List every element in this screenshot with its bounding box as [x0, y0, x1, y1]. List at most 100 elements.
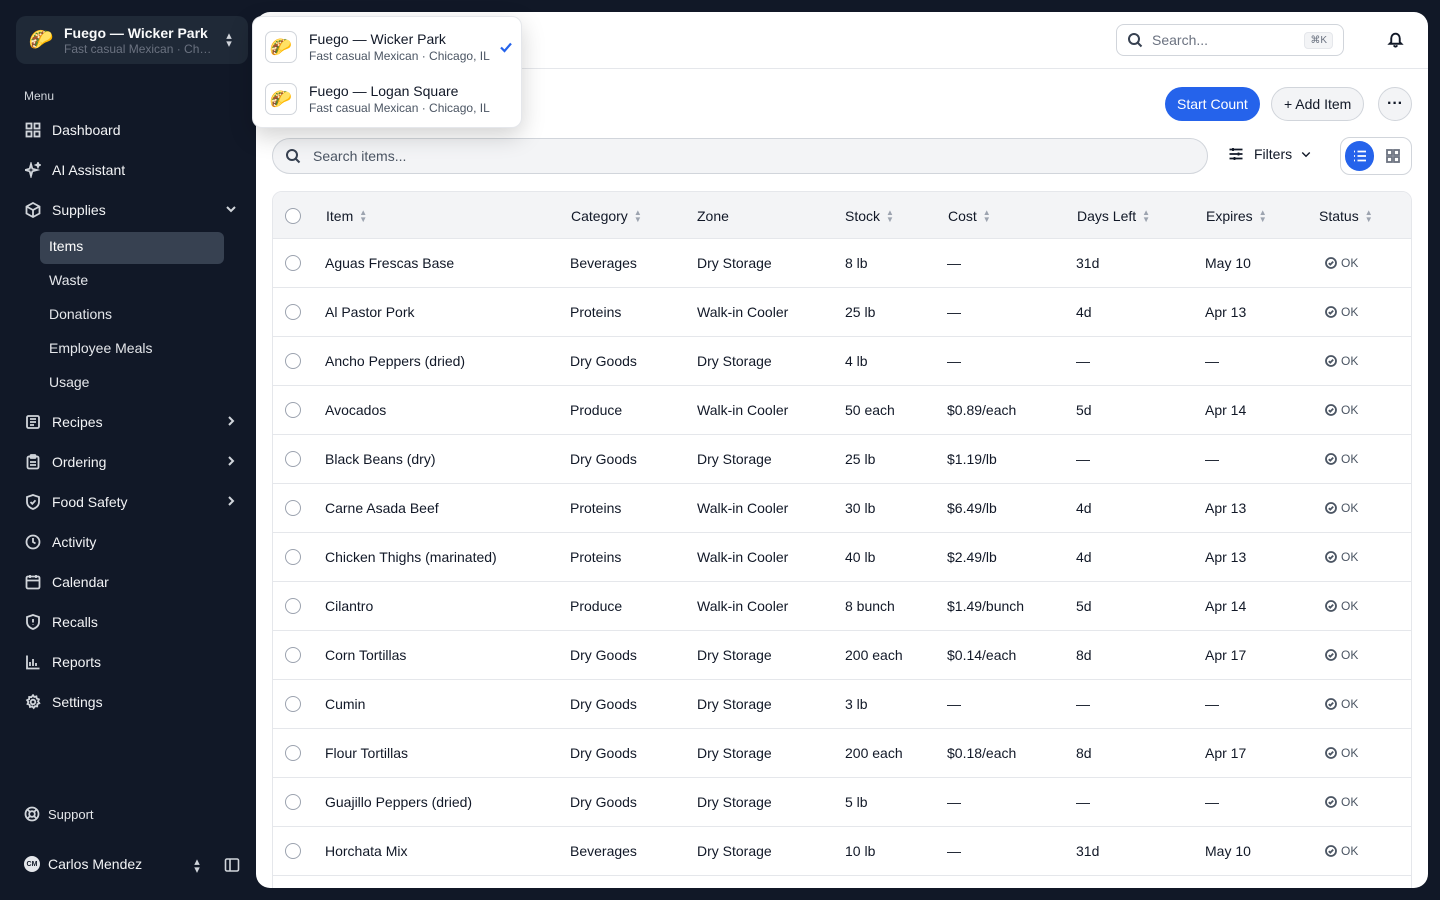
table-row[interactable]: Carne Asada Beef Proteins Walk-in Cooler 30… — [273, 484, 1411, 533]
cell-cost: — — [947, 353, 961, 369]
cell-cost: $0.14/each — [947, 647, 1017, 663]
row-select-checkbox[interactable] — [285, 533, 301, 581]
sidebar-item-recipes[interactable]: Recipes — [16, 402, 248, 442]
sidebar-item-settings[interactable]: Settings — [16, 682, 248, 722]
location-option-wicker-park[interactable]: 🌮 Fuego — Wicker Park Fast casual Mexica… — [265, 29, 513, 65]
row-select-checkbox[interactable] — [285, 729, 301, 777]
column-header-stock[interactable]: Stock ▲ ▼ — [845, 192, 894, 239]
row-select-checkbox[interactable] — [285, 435, 301, 483]
filters-button[interactable]: Filters — [1228, 146, 1312, 162]
table-row[interactable]: Corn Tortillas Dry Goods Dry Storage 200 ea… — [273, 631, 1411, 680]
table-row[interactable]: Guajillo Peppers (dried) Dry Goods Dry Sto… — [273, 778, 1411, 827]
items-table: Item ▲ ▼ Category ▲ ▼ Zone Stock ▲ ▼ Cost ▲ ▼ Da… — [272, 191, 1412, 888]
topbar: Search... ⌘K — [256, 12, 1428, 69]
user-menu[interactable]: CM Carlos Mendez ▴ ▾ — [24, 856, 244, 876]
check-circle-icon — [1325, 600, 1337, 612]
status-label: OK — [1341, 746, 1359, 760]
cell-expires: Apr 17 — [1205, 647, 1247, 663]
status-badge: OK — [1325, 386, 1358, 434]
check-circle-icon — [1325, 502, 1337, 514]
check-circle-icon — [1325, 551, 1337, 563]
row-select-checkbox[interactable] — [285, 239, 301, 287]
table-row[interactable]: Horchata Mix Beverages Dry Storage 10 lb — 31… — [273, 827, 1411, 876]
cell-category: Dry Goods — [570, 451, 637, 467]
cell-item: Guajillo Peppers (dried) — [325, 794, 473, 810]
sidebar-subitem-employee-meals[interactable]: Employee Meals — [49, 340, 153, 356]
sidebar-collapse-icon[interactable] — [224, 857, 240, 873]
org-name: Fuego — Wicker Park — [64, 24, 208, 41]
column-header-zone[interactable]: Zone — [697, 192, 729, 239]
row-select-checkbox[interactable] — [285, 484, 301, 532]
row-select-checkbox[interactable] — [285, 631, 301, 679]
column-header-item[interactable]: Item ▲ ▼ — [326, 192, 367, 239]
sidebar-item-calendar[interactable]: Calendar — [16, 562, 248, 602]
table-row[interactable]: Avocados Produce Walk-in Cooler 50 each $0.8… — [273, 386, 1411, 435]
table-row[interactable]: Ancho Peppers (dried) Dry Goods Dry Storag… — [273, 337, 1411, 386]
cell-zone: Walk-in Cooler — [697, 500, 789, 516]
shield-icon — [24, 493, 42, 511]
add-item-button[interactable]: + Add Item — [1271, 87, 1365, 121]
status-badge: OK — [1325, 631, 1358, 679]
radio-circle — [285, 745, 301, 761]
cell-days-left: — — [1076, 353, 1090, 369]
bell-icon[interactable] — [1387, 31, 1405, 49]
cell-zone: Dry Storage — [697, 843, 772, 859]
sidebar-item-reports[interactable]: Reports — [16, 642, 248, 682]
row-select-checkbox[interactable] — [285, 582, 301, 630]
table-row[interactable]: Flour Tortillas Dry Goods Dry Storage 200 e… — [273, 729, 1411, 778]
sidebar-subitem-donations[interactable]: Donations — [49, 306, 113, 322]
sidebar-subitem-usage[interactable]: Usage — [49, 374, 90, 390]
status-label: OK — [1341, 403, 1359, 417]
row-select-checkbox[interactable] — [285, 778, 301, 826]
cell-stock: 25 lb — [845, 451, 876, 467]
row-select-checkbox[interactable] — [285, 680, 301, 728]
grid-view-button[interactable] — [1378, 141, 1407, 171]
cell-expires: Apr 13 — [1205, 304, 1247, 320]
cell-zone: Dry Storage — [697, 255, 772, 271]
location-option-logan-square[interactable]: 🌮 Fuego — Logan Square Fast casual Mexic… — [265, 81, 513, 117]
row-select-checkbox[interactable] — [285, 288, 301, 336]
column-header-expires[interactable]: Expires ▲ ▼ — [1206, 192, 1267, 239]
table-row[interactable]: Chicken Thighs (marinated) Proteins Walk-i… — [273, 533, 1411, 582]
column-header-status[interactable]: Status ▲ ▼ — [1319, 192, 1373, 239]
sidebar-item-recalls[interactable]: Recalls — [16, 602, 248, 642]
column-header-category[interactable]: Category ▲ ▼ — [571, 192, 642, 239]
sidebar-item-ai-assistant[interactable]: AI Assistant — [16, 150, 248, 190]
support-link[interactable]: Support — [24, 806, 94, 822]
column-header-cost[interactable]: Cost ▲ ▼ — [948, 192, 991, 239]
sidebar-item-ordering[interactable]: Ordering — [16, 442, 248, 482]
table-row[interactable]: Cumin Dry Goods Dry Storage 3 lb — — — OK — [273, 680, 1411, 729]
sidebar-item-food-safety[interactable]: Food Safety — [16, 482, 248, 522]
sidebar-item-activity[interactable]: Activity — [16, 522, 248, 562]
sort-icon: ▲ ▼ — [886, 207, 894, 224]
status-label: OK — [1341, 354, 1359, 368]
start-count-button[interactable]: Start Count — [1165, 87, 1260, 121]
book-icon — [24, 413, 42, 431]
sidebar-item-supplies[interactable]: Supplies — [16, 190, 248, 230]
sidebar-item-label: Calendar — [52, 574, 109, 590]
row-select-checkbox[interactable] — [285, 827, 301, 875]
sort-icon: ▲ ▼ — [633, 207, 642, 224]
search-items-input[interactable]: Search items... — [272, 138, 1208, 174]
sidebar-item-label: Recalls — [52, 614, 98, 630]
sidebar-subitem-items[interactable]: Items — [40, 232, 224, 264]
table-row[interactable]: Al Pastor Pork Proteins Walk-in Cooler 25 l… — [273, 288, 1411, 337]
column-header-days-left[interactable]: Days Left ▲ ▼ — [1077, 192, 1150, 239]
table-row[interactable]: Cilantro Produce Walk-in Cooler 8 bunch $1.4… — [273, 582, 1411, 631]
radio-circle — [285, 794, 301, 810]
more-options-button[interactable]: ··· — [1378, 87, 1412, 121]
global-search-input[interactable]: Search... ⌘K — [1116, 24, 1344, 56]
cell-expires: May 10 — [1205, 843, 1251, 859]
row-select-checkbox[interactable] — [285, 386, 301, 434]
select-all-checkbox[interactable] — [285, 192, 301, 239]
row-select-checkbox[interactable] — [285, 337, 301, 385]
sidebar-item-dashboard[interactable]: Dashboard — [16, 110, 248, 150]
org-switcher[interactable]: 🌮 Fuego — Wicker Park Fast casual Mexica… — [16, 16, 248, 64]
clock-icon — [24, 533, 42, 551]
list-view-button[interactable] — [1345, 141, 1374, 171]
check-circle-icon — [1325, 257, 1337, 269]
table-row[interactable]: Aguas Frescas Base Beverages Dry Storage 8 … — [273, 239, 1411, 288]
table-row[interactable]: Black Beans (dry) Dry Goods Dry Storage 25 … — [273, 435, 1411, 484]
list-icon — [1353, 150, 1366, 162]
sidebar-subitem-waste[interactable]: Waste — [49, 272, 89, 288]
